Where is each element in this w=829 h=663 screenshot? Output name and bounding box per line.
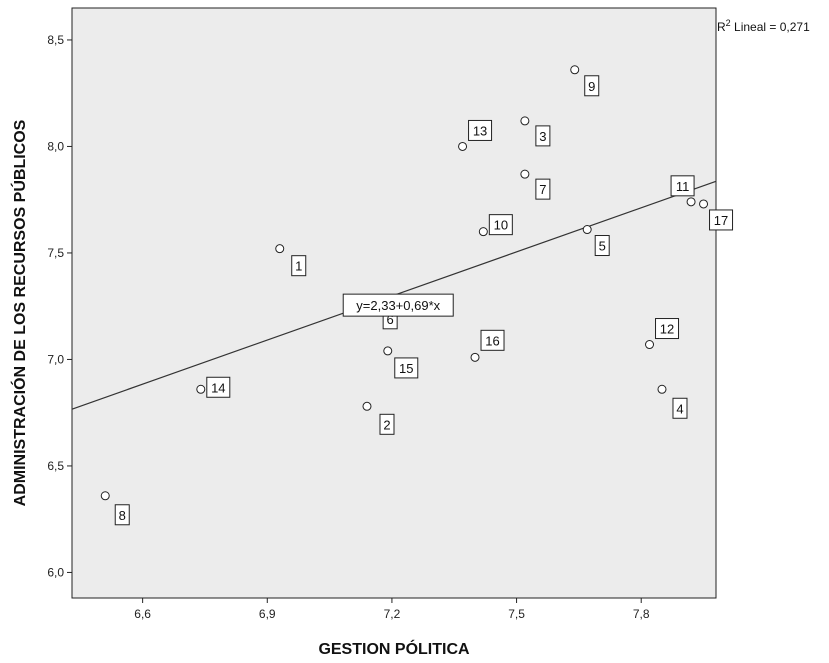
point-label-box: [535, 178, 551, 200]
scatter-point: [362, 401, 372, 411]
point-label: 1: [295, 259, 302, 274]
point-label-box: [379, 413, 395, 435]
scatter-point: [570, 65, 580, 75]
x-tick-label: 7,8: [633, 607, 650, 621]
point-label-box: [394, 357, 419, 379]
x-tick-label: 6,9: [259, 607, 276, 621]
scatter-point: [520, 116, 530, 126]
scatter-point: [458, 141, 468, 151]
scatter-point: [100, 491, 110, 501]
point-label: 8: [119, 508, 126, 523]
y-tick-label: 8,0: [47, 139, 64, 153]
point-label: 12: [660, 322, 674, 337]
scatter-point: [470, 352, 480, 362]
point-label: 10: [494, 218, 508, 233]
y-tick-label: 6,5: [47, 459, 64, 473]
point-label: 5: [599, 239, 606, 254]
scatter-point: [657, 384, 667, 394]
point-label: 6: [387, 312, 394, 327]
point-label-box: [672, 397, 688, 419]
scatter-point: [520, 169, 530, 179]
x-tick-label: 6,6: [134, 607, 151, 621]
point-label-box: [480, 329, 505, 351]
scatter-point: [699, 199, 709, 209]
scatter-point: [686, 197, 696, 207]
y-tick-label: 8,5: [47, 33, 64, 47]
r2-label: R2 Lineal = 0,271: [717, 18, 810, 34]
point-label: 16: [485, 333, 499, 348]
point-label-box: [670, 175, 695, 197]
r2-text: Lineal = 0,271: [731, 20, 810, 34]
x-tick-label: 7,5: [508, 607, 525, 621]
point-label-box: [584, 75, 600, 97]
y-tick-label: 7,5: [47, 246, 64, 260]
y-tick-label: 7,0: [47, 352, 64, 366]
ticks-layer: 6,6 6,9 7,2 7,5 7,8 6,0 6,5 7,0 7,5 8,0 8,5: [47, 33, 650, 621]
scatter-point: [275, 244, 285, 254]
point-label-box: [488, 214, 513, 236]
x-tick-label: 7,2: [384, 607, 401, 621]
point-label-box: [655, 318, 680, 340]
point-label: 9: [588, 79, 595, 94]
scatter-point: [383, 346, 393, 356]
scatter-point: [196, 384, 206, 394]
scatter-point: [645, 340, 655, 350]
y-axis-title: ADMINISTRACIÓN DE LOS RECURSOS PÚBLICOS: [10, 119, 29, 506]
point-label-box: [594, 235, 610, 257]
point-label: 17: [714, 213, 728, 228]
point-label: 4: [676, 401, 683, 416]
equation-box: [342, 293, 454, 317]
r2-superscript: 2: [726, 18, 731, 28]
point-label-box: [206, 376, 231, 398]
x-axis-title: GESTION PÓLITICA: [318, 639, 470, 658]
y-tick-label: 6,0: [47, 565, 64, 579]
point-label: 7: [539, 182, 546, 197]
scatter-point: [582, 225, 592, 235]
point-label: 14: [211, 380, 225, 395]
point-label: 3: [539, 129, 546, 144]
point-label-box: [468, 119, 493, 141]
point-label: 11: [676, 179, 690, 194]
point-label: 13: [473, 123, 487, 138]
r2-prefix: R: [717, 20, 726, 34]
point-label-box: [535, 125, 551, 147]
point-label: 15: [399, 361, 413, 376]
point-label-box: [114, 504, 130, 526]
point-label: 2: [383, 417, 390, 432]
equation-label: y=2,33+0,69*x: [356, 298, 440, 313]
scatter-point: [478, 227, 488, 237]
point-label-box: [291, 255, 307, 277]
point-label-box: [709, 209, 734, 231]
